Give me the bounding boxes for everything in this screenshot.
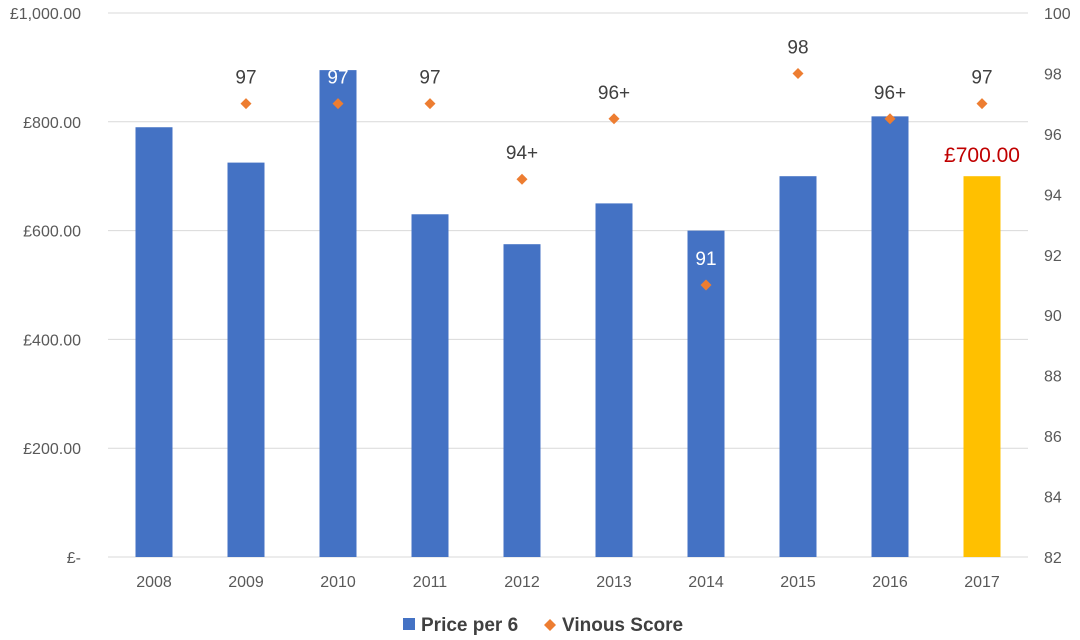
x-tick-label: 2016 — [872, 574, 908, 591]
left-tick-label: £200.00 — [23, 441, 81, 458]
x-tick-label: 2009 — [228, 574, 264, 591]
x-tick-label: 2012 — [504, 574, 540, 591]
score-markers: 97 97 97 94+ 96+ 91 98 96+ 97 — [235, 37, 993, 291]
score-data-label: 96+ — [874, 83, 906, 104]
legend-swatch-score — [544, 619, 556, 631]
legend: Price per 6 Vinous Score — [403, 615, 683, 636]
right-tick-label: 90 — [1044, 308, 1062, 325]
score-marker — [516, 173, 528, 185]
price-bar — [411, 214, 449, 557]
legend-swatch-price — [403, 618, 415, 630]
right-tick-label: 98 — [1044, 66, 1062, 83]
x-tick-label: 2008 — [136, 574, 172, 591]
score-marker — [608, 113, 620, 125]
highlight-value-label: £700.00 — [944, 144, 1020, 167]
left-tick-label: £- — [67, 550, 81, 567]
score-marker — [240, 98, 252, 110]
price-bar — [779, 176, 817, 557]
price-bar — [227, 162, 265, 557]
right-tick-label: 94 — [1044, 187, 1062, 204]
score-marker — [792, 67, 804, 79]
right-axis: 82 84 86 88 90 92 94 96 98 100 — [1044, 6, 1071, 567]
right-tick-label: 100 — [1044, 6, 1071, 23]
score-data-label: 96+ — [598, 83, 630, 104]
score-data-label: 94+ — [506, 143, 538, 164]
x-tick-label: 2017 — [964, 574, 1000, 591]
x-tick-label: 2015 — [780, 574, 816, 591]
score-data-label: 97 — [971, 68, 992, 89]
left-axis: £- £200.00 £400.00 £600.00 £800.00 £1,000.00 — [10, 6, 81, 567]
price-bar — [135, 127, 173, 558]
score-marker — [424, 98, 436, 110]
legend-label-score: Vinous Score — [562, 615, 683, 636]
right-tick-label: 82 — [1044, 550, 1062, 567]
x-tick-label: 2014 — [688, 574, 724, 591]
price-bar — [963, 176, 1001, 557]
left-tick-label: £1,000.00 — [10, 6, 81, 23]
score-marker — [700, 279, 712, 291]
score-data-label: 97 — [235, 68, 256, 89]
score-data-label: 98 — [787, 37, 808, 58]
right-tick-label: 88 — [1044, 369, 1062, 386]
right-tick-label: 96 — [1044, 127, 1062, 144]
price-bar — [595, 203, 633, 557]
right-tick-label: 84 — [1044, 490, 1062, 507]
score-data-label: 91 — [695, 249, 716, 270]
left-tick-label: £800.00 — [23, 115, 81, 132]
price-bar — [503, 244, 541, 557]
x-tick-label: 2010 — [320, 574, 356, 591]
x-axis: 2008 2009 2010 2011 2012 2013 2014 2015 2016 2017 — [136, 574, 1000, 591]
left-tick-label: £600.00 — [23, 224, 81, 241]
right-tick-label: 92 — [1044, 248, 1062, 265]
legend-label-price: Price per 6 — [421, 615, 518, 636]
x-tick-label: 2011 — [413, 574, 448, 591]
score-data-label: 97 — [327, 68, 348, 89]
price-bar — [319, 70, 357, 558]
left-tick-label: £400.00 — [23, 332, 81, 349]
score-marker — [884, 113, 896, 125]
price-bars: £700.00 — [135, 70, 1020, 558]
score-data-label: 97 — [419, 68, 440, 89]
score-marker — [976, 98, 988, 110]
right-tick-label: 86 — [1044, 429, 1062, 446]
score-marker — [332, 98, 344, 110]
x-tick-label: 2013 — [596, 574, 632, 591]
price-bar — [871, 116, 909, 558]
